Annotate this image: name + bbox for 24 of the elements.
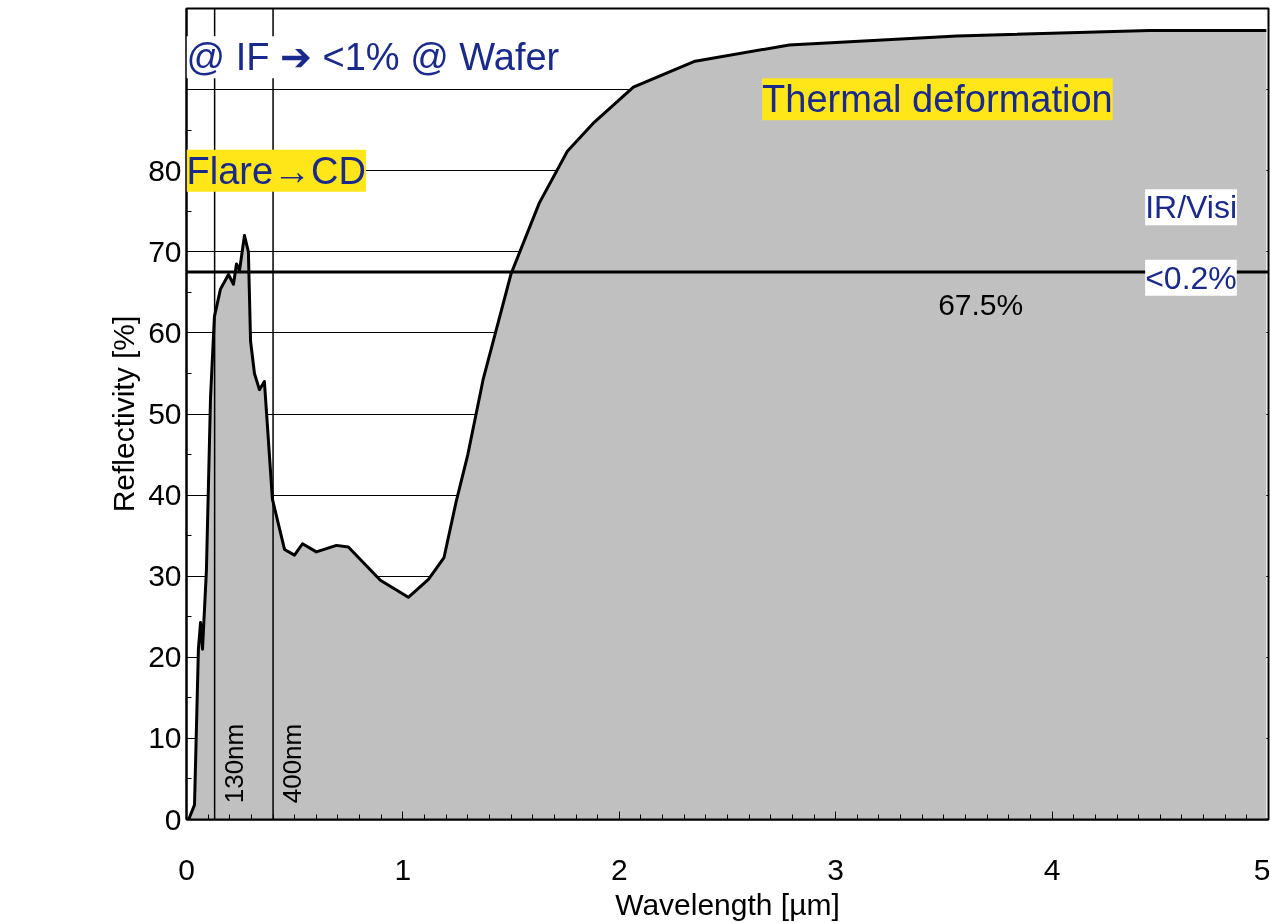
annotation: Flare→CD [186,149,366,192]
x-tick-label: 5 [1253,852,1270,886]
y-tick-label: 10 [148,721,182,755]
ref-line-label: 130nm [218,723,249,804]
y-tick-label: 50 [148,397,182,430]
annotation: Thermal deformation [762,78,1113,121]
y-axis-title: Reflectivity [%] [107,315,141,513]
y-tick-label: 0 [164,802,182,836]
x-axis-title: Wavelength [µm] [615,887,840,921]
y-tick-label: 30 [148,559,182,593]
y-tick-label: 80 [148,153,182,187]
annotation: <0.2% [1145,259,1237,296]
x-tick-label: 2 [610,852,628,886]
x-tick-label: 3 [827,852,845,886]
x-tick-label: 4 [1043,852,1061,886]
ref-line-label: 400nm [277,723,308,804]
annotation: IR/Visi [1145,189,1238,226]
y-tick-label: 60 [148,315,182,349]
y-tick-label: 70 [148,234,182,268]
x-tick-label: 1 [394,852,412,886]
ref-line-label: 67.5% [938,288,1024,322]
y-tick-label: 40 [148,478,182,512]
y-tick-label: 20 [148,640,182,674]
annotation: @ IF ➔ <1% @ Wafer [186,36,560,79]
